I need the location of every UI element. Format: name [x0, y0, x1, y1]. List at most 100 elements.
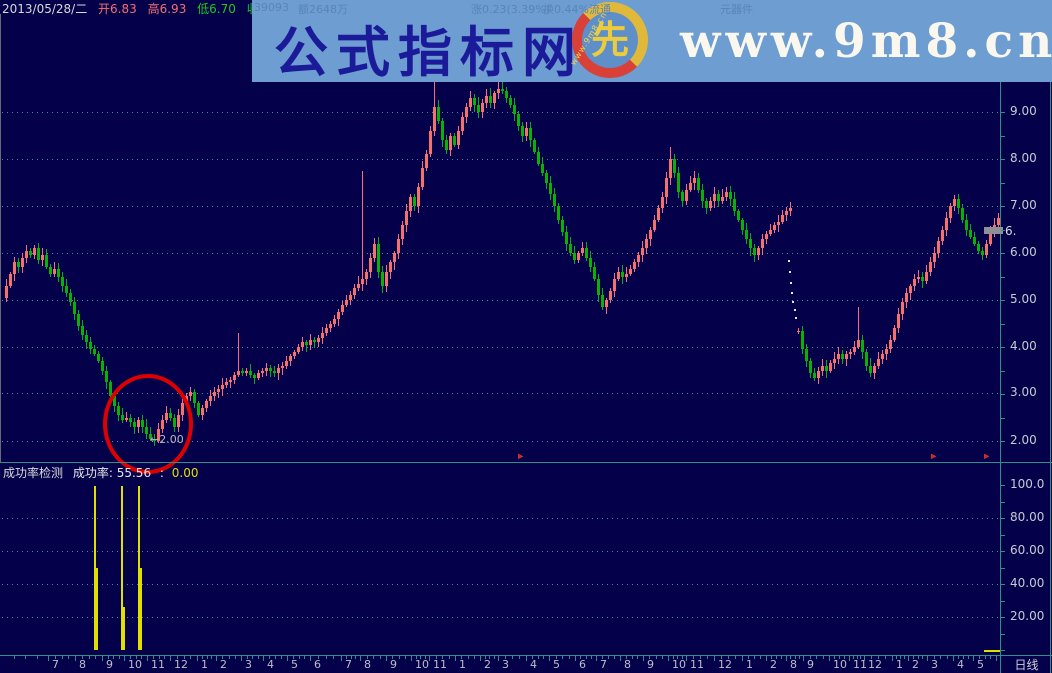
candle-body: [833, 359, 836, 363]
candle-body: [17, 262, 20, 267]
y-axis-label: 7.00: [1010, 198, 1037, 212]
minor-tick: [55, 656, 56, 659]
major-tick: [124, 656, 125, 661]
faint-status-text: 换0.44%: [543, 3, 589, 16]
candle-body: [169, 413, 172, 418]
major-tick: [575, 656, 576, 661]
major-tick: [596, 656, 597, 661]
candle-body: [445, 140, 448, 150]
candle-body: [745, 230, 748, 239]
minor-tick: [626, 656, 627, 659]
minor-tick: [326, 656, 327, 659]
candle-body: [709, 201, 712, 208]
faint-status-text: 39093: [254, 1, 289, 14]
month-label: 10: [128, 658, 142, 671]
candle-body: [929, 262, 932, 272]
major-tick: [803, 656, 804, 661]
candle-body: [405, 211, 408, 225]
ad-banner[interactable]: 公式指标网 先 www.9m8.cn www.9m8.cn 39093 额2648…: [252, 0, 1052, 84]
minor-tick: [275, 656, 276, 659]
minor-tick: [649, 656, 650, 659]
month-label: 11: [853, 658, 867, 671]
logo-glyph: 先: [590, 18, 629, 62]
minor-tick: [913, 656, 914, 659]
candle-body: [465, 107, 468, 117]
signal-spike: [138, 486, 140, 650]
candle-body: [145, 427, 148, 434]
month-label: 2: [220, 658, 227, 671]
minor-tick: [164, 656, 165, 659]
month-label: 3: [502, 658, 509, 671]
minor-tick: [839, 656, 840, 659]
period-selector[interactable]: 日线: [1001, 656, 1052, 673]
candle-body: [669, 159, 672, 178]
candle-body: [697, 178, 700, 190]
minor-tick: [62, 656, 63, 659]
candle-body: [713, 194, 716, 201]
minor-tick: [532, 656, 533, 659]
candle-body: [621, 272, 624, 277]
grid-line: [2, 253, 998, 254]
timeline-border: [0, 655, 1052, 656]
candle-body: [985, 244, 988, 255]
indicator-current-value: 0.00: [171, 466, 199, 480]
minor-tick: [281, 656, 282, 659]
timeline[interactable]: 2008年 7891011121234567891011123456789101…: [0, 655, 1000, 673]
candle-body: [81, 326, 84, 335]
axis-tick: [1001, 159, 1005, 160]
candle-body: [781, 215, 784, 222]
minor-tick: [89, 656, 90, 659]
minor-tick: [113, 656, 114, 659]
y-axis-label: 3.00: [1010, 385, 1037, 399]
candle-body: [205, 401, 208, 408]
candle-body: [325, 328, 328, 333]
candle-body: [953, 199, 956, 206]
candle-body: [565, 232, 568, 244]
major-tick: [197, 656, 198, 661]
gap-dot: [792, 301, 794, 303]
gap-dot: [788, 260, 790, 262]
candle-body: [229, 380, 232, 382]
candle-body: [373, 244, 376, 258]
candle-body: [249, 371, 252, 375]
minor-tick: [602, 656, 603, 659]
candle-body: [441, 121, 444, 140]
y-axis-label: 2.00: [1010, 433, 1037, 447]
candle-body: [297, 347, 300, 352]
grid-line: [2, 617, 998, 618]
candle-body: [529, 128, 532, 140]
minor-tick: [637, 656, 638, 659]
major-tick: [480, 656, 481, 661]
candle-body: [125, 418, 128, 420]
minor-tick: [823, 656, 824, 659]
candle-body: [201, 408, 204, 415]
sub-indicator-canvas[interactable]: [0, 462, 1000, 655]
candle-body: [705, 201, 708, 208]
minor-tick: [37, 656, 38, 659]
candle-body: [137, 420, 140, 427]
candle-body: [881, 354, 884, 359]
candle-body: [545, 173, 548, 183]
minor-tick: [781, 656, 782, 659]
axis-tick: [1001, 617, 1005, 618]
gap-dot: [790, 282, 792, 284]
minor-tick: [968, 656, 969, 659]
candle-body: [221, 385, 224, 389]
month-label: 1: [201, 658, 208, 671]
month-label: 11: [151, 658, 165, 671]
month-label: 2: [912, 658, 919, 671]
minor-tick: [355, 656, 356, 659]
candle-body: [945, 218, 948, 230]
minor-tick: [235, 656, 236, 659]
candle-body: [569, 244, 572, 253]
candle-body: [849, 352, 852, 354]
candle-body: [573, 253, 576, 260]
candle-body: [469, 98, 472, 107]
candle-body: [837, 354, 840, 359]
month-label: 8: [364, 658, 371, 671]
y-axis-label: 20.00: [1010, 609, 1045, 623]
candle-body: [245, 371, 248, 373]
candle-body: [329, 324, 332, 328]
candle-body: [917, 277, 920, 279]
main-chart-canvas[interactable]: [0, 0, 1000, 462]
